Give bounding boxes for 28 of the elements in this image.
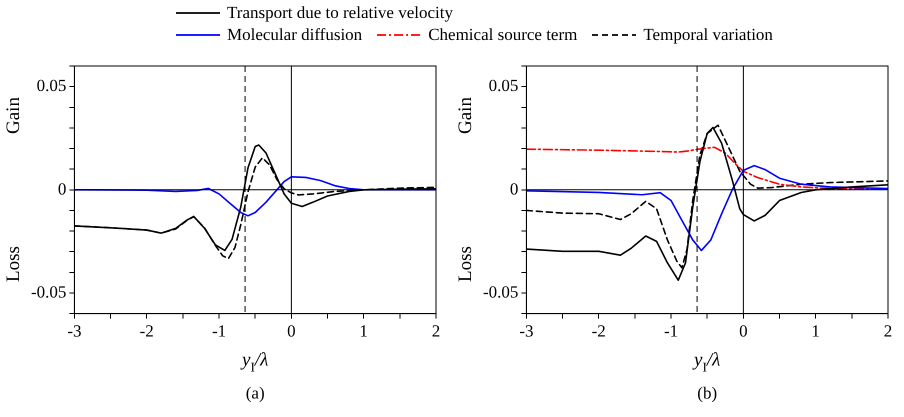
text: (a) (246, 384, 265, 403)
x-tick-label: 1 (359, 321, 368, 340)
text: Gain (454, 96, 476, 134)
legend-label: Transport due to relative velocity (227, 2, 453, 24)
x-tick-label: -2 (592, 321, 606, 340)
x-tick-label: 0 (739, 321, 748, 340)
text: Gain (2, 96, 24, 134)
x-tick-label: -1 (212, 321, 226, 340)
x-tick-label: 2 (884, 321, 892, 340)
legend-label: Molecular diffusion (227, 24, 362, 46)
text: Loss (2, 246, 24, 282)
y-tick-label: 0 (58, 179, 66, 198)
y-tick-label: -0.05 (30, 282, 66, 302)
x-tick-label: 2 (432, 321, 440, 340)
y-tick-label: 0.05 (488, 76, 518, 96)
x-tick-label: -1 (664, 321, 678, 340)
text: (b) (697, 384, 718, 403)
y-tick-label: 0 (510, 179, 518, 198)
x-tick-label: -3 (519, 321, 534, 340)
y-tick-label: 0.05 (36, 76, 66, 96)
x-tick-label: -2 (140, 321, 154, 340)
y-tick-label: -0.05 (482, 282, 518, 302)
legend-label: Chemical source term (428, 24, 578, 46)
x-tick-label: 1 (811, 321, 820, 340)
x-tick-label: 0 (287, 321, 296, 340)
legend-label: Temporal variation (643, 24, 773, 46)
text: Loss (454, 246, 476, 282)
x-tick-label: -3 (67, 321, 82, 340)
